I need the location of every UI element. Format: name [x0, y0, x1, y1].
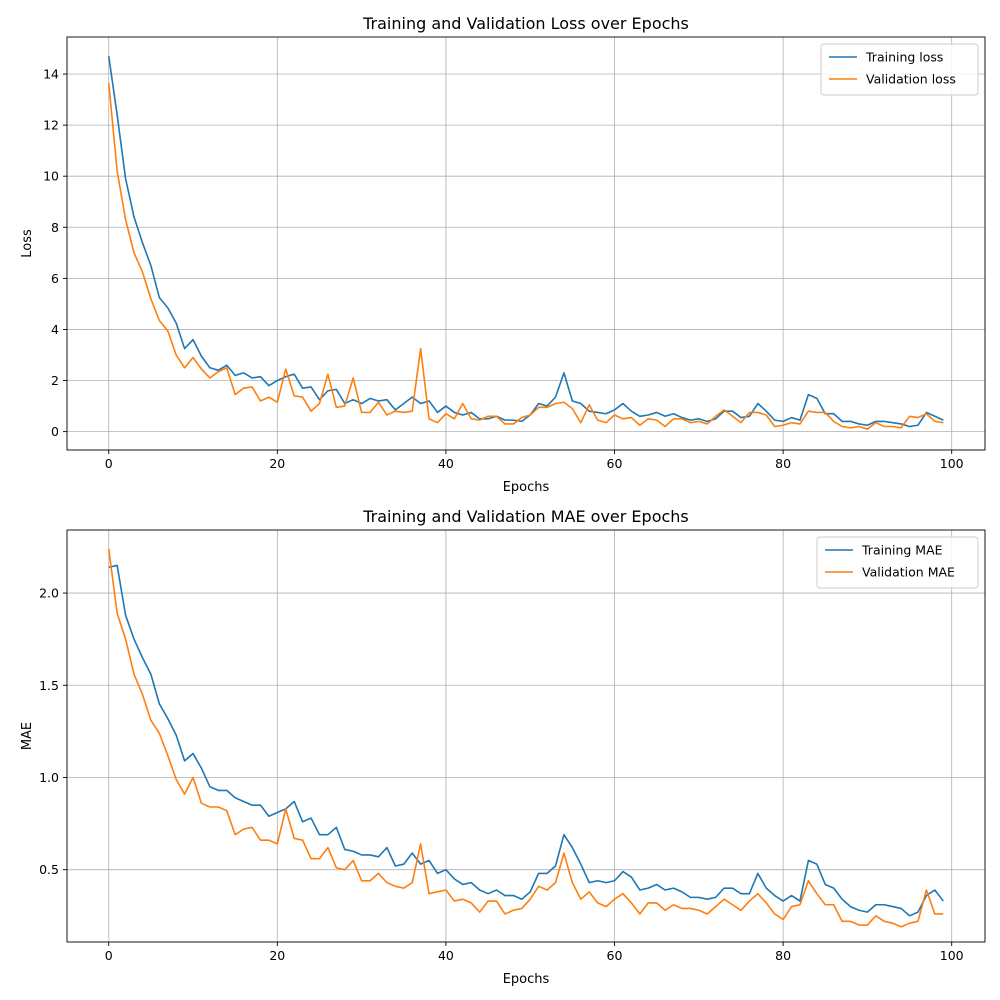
chart-2-x-axis-label: Epochs — [503, 972, 550, 987]
chart-1-legend: Training loss Validation loss — [820, 43, 979, 96]
chart-1-x-tick-label-2: 40 — [438, 456, 454, 471]
chart-1-legend-box — [820, 43, 979, 96]
chart-2-x-tick-label-1: 20 — [269, 948, 285, 963]
chart-2-x-tick-label-4: 80 — [775, 948, 791, 963]
chart-1-x-tick-label-4: 80 — [775, 456, 791, 471]
chart-1-series-2-line — [107, 82, 944, 430]
chart-1-y-tick-label-2: 4 — [51, 322, 59, 337]
chart-1-y-tick-label-0: 0 — [51, 424, 59, 439]
chart-2: 0 20 40 60 80 100 0.5 1.0 1.5 2.0 Training and Val… — [20, 507, 986, 987]
chart-1-axes-frame — [66, 36, 986, 451]
chart-2-legend-label-2: Validation MAE — [862, 565, 955, 580]
chart-2-y-tick-label-0: 0.5 — [39, 862, 59, 877]
chart-1-y-tick-label-4: 8 — [51, 220, 59, 235]
chart-2-legend-box — [816, 536, 979, 589]
chart-2-y-tick-label-1: 1.0 — [39, 770, 59, 785]
chart-1-y-tick-label-3: 6 — [51, 271, 59, 286]
chart-1-x-axis-label: Epochs — [503, 480, 550, 495]
chart-1-x-tick-label-5: 100 — [940, 456, 964, 471]
chart-1-x-tick-label-1: 20 — [269, 456, 285, 471]
chart-2-x-tick-label-3: 60 — [607, 948, 623, 963]
chart-1-legend-label-2: Validation loss — [866, 72, 956, 87]
chart-2-x-tick-label-2: 40 — [438, 948, 454, 963]
chart-2-series-1-line — [108, 564, 944, 917]
chart-2-x-tick-label-5: 100 — [940, 948, 964, 963]
chart-1-series-1-line — [107, 56, 944, 428]
chart-2-y-axis-label: MAE — [20, 722, 35, 750]
chart-2-y-tick-label-3: 2.0 — [39, 586, 59, 601]
chart-1-y-axis-label: Loss — [20, 229, 35, 258]
chart-2-legend-label-1: Training MAE — [861, 543, 943, 558]
chart-1-x-tick-label-0: 0 — [105, 456, 113, 471]
chart-1: 0 20 40 60 80 100 0 2 4 6 8 10 12 14 Training and Vali… — [20, 14, 986, 495]
chart-1-title: Training and Validation Loss over Epochs — [362, 14, 689, 33]
chart-2-series-2-line — [107, 548, 944, 928]
chart-2-x-tick-label-0: 0 — [105, 948, 113, 963]
chart-2-y-tick-label-2: 1.5 — [39, 678, 59, 693]
chart-2-title: Training and Validation MAE over Epochs — [362, 507, 689, 526]
chart-2-axes-frame — [66, 529, 986, 943]
chart-1-x-tick-label-3: 60 — [607, 456, 623, 471]
chart-2-legend: Training MAE Validation MAE — [816, 536, 979, 589]
chart-1-y-tick-label-6: 12 — [43, 118, 59, 133]
chart-1-y-tick-label-7: 14 — [43, 67, 59, 82]
chart-1-y-tick-label-1: 2 — [51, 373, 59, 388]
chart-1-legend-label-1: Training loss — [865, 50, 943, 65]
chart-1-y-tick-label-5: 10 — [43, 169, 59, 184]
